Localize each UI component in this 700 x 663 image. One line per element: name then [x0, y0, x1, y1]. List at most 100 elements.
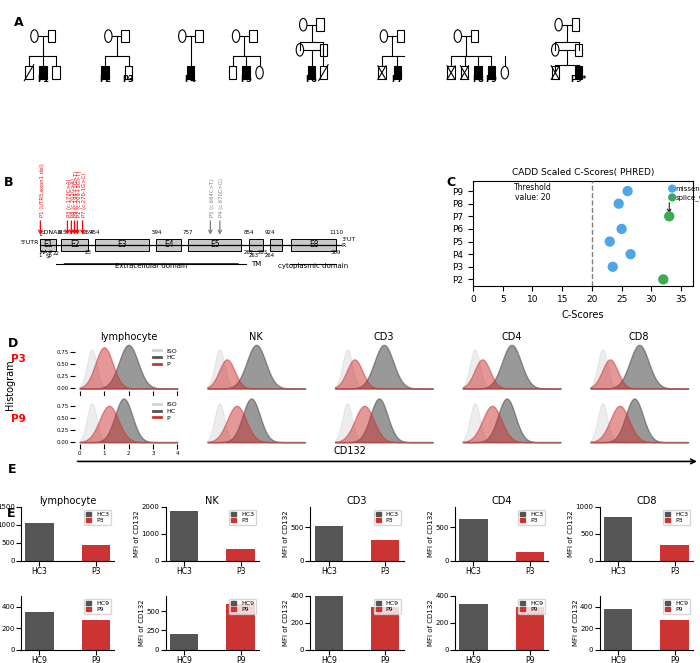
Bar [575, 66, 582, 79]
Legend: HC9, P9: HC9, P9 [374, 599, 400, 614]
Text: P9: P9 [486, 76, 497, 84]
Text: TM: TM [251, 261, 261, 267]
Title: CD8: CD8 [636, 496, 657, 506]
Text: 1: 1 [38, 232, 42, 237]
Bar [471, 30, 478, 42]
Y-axis label: MFI of CD132: MFI of CD132 [284, 511, 289, 557]
Bar [62, 239, 88, 251]
Bar [575, 44, 582, 56]
Bar [661, 619, 689, 650]
Bar [41, 239, 56, 251]
Text: P8: P8 [472, 76, 484, 84]
Bar [82, 619, 110, 650]
Text: 1: 1 [38, 253, 42, 258]
Point [622, 186, 634, 196]
Bar [82, 546, 110, 561]
Y-axis label: MFI of CD132: MFI of CD132 [428, 511, 434, 557]
Text: P3: P3 [11, 353, 26, 363]
Text: E8: E8 [309, 240, 318, 249]
Text: Threshold
value: 20: Threshold value: 20 [514, 183, 552, 202]
Point [666, 192, 678, 203]
Text: E3: E3 [118, 240, 127, 249]
Bar [397, 30, 405, 42]
Bar [122, 30, 129, 42]
Bar [393, 66, 401, 79]
Bar [320, 44, 327, 56]
Bar [320, 66, 327, 79]
Text: P7: P7 [391, 76, 403, 84]
Title: CD3: CD3 [346, 496, 368, 506]
Title: CADD Scaled C-Scores( PHRED): CADD Scaled C-Scores( PHRED) [512, 168, 654, 178]
Text: 369: 369 [330, 251, 341, 255]
Text: C: C [447, 176, 456, 189]
Y-axis label: MFI of CD132: MFI of CD132 [134, 511, 140, 557]
Title: lymphocyte: lymphocyte [39, 496, 97, 506]
Circle shape [31, 30, 38, 42]
Text: P3 (c.172C>A): P3 (c.172C>A) [66, 178, 71, 217]
Legend: HC3, P3: HC3, P3 [84, 510, 111, 525]
Bar [552, 66, 559, 79]
Text: 1110: 1110 [329, 230, 343, 235]
Text: CD132: CD132 [334, 446, 366, 456]
Text: splice_variant: splice_variant [676, 194, 700, 201]
Text: 269: 269 [83, 230, 93, 235]
Point [616, 223, 627, 234]
Bar [314, 582, 343, 650]
Circle shape [501, 66, 508, 79]
Text: A: A [14, 15, 24, 29]
Circle shape [555, 19, 562, 31]
Legend: HC3, P3: HC3, P3 [374, 510, 400, 525]
Bar [249, 30, 256, 42]
Text: 115: 115 [56, 230, 66, 235]
Bar [25, 612, 53, 650]
Point [666, 183, 678, 194]
Bar [25, 66, 33, 79]
Circle shape [178, 30, 186, 42]
Legend: HC3, P3: HC3, P3 [518, 510, 545, 525]
Bar [270, 239, 282, 251]
Text: 22: 22 [52, 251, 60, 256]
Title: NK: NK [206, 496, 219, 506]
Text: 263: 263 [248, 253, 258, 258]
Text: P4: P4 [185, 76, 197, 84]
Text: P1: P1 [37, 76, 49, 84]
Bar [195, 30, 203, 42]
Bar [157, 239, 181, 251]
Bar [291, 239, 336, 251]
Legend: HC9, P9: HC9, P9 [663, 599, 690, 614]
Bar [488, 66, 495, 79]
Text: P7 (c.270-1G>C): P7 (c.270-1G>C) [82, 173, 87, 217]
Text: P5: P5 [240, 76, 252, 84]
Bar [229, 66, 237, 79]
Legend: HC9, P9: HC9, P9 [229, 599, 256, 614]
Text: E2: E2 [70, 240, 79, 249]
Bar [459, 519, 487, 561]
Legend: HC3, P3: HC3, P3 [229, 510, 256, 525]
Text: 3'UT
R: 3'UT R [342, 237, 356, 248]
Y-axis label: MFI of CD132: MFI of CD132 [573, 599, 579, 646]
Y-axis label: MFI of CD132: MFI of CD132 [284, 599, 289, 646]
Text: E5: E5 [210, 240, 219, 249]
Bar [378, 66, 386, 79]
Y-axis label: MFI of CD132: MFI of CD132 [428, 599, 434, 646]
Text: E1: E1 [43, 240, 53, 249]
Bar [371, 540, 400, 561]
Text: P2: P2 [99, 76, 111, 84]
Text: 23: 23 [85, 251, 92, 255]
Bar [604, 516, 632, 561]
Point [613, 198, 624, 209]
Bar [447, 66, 455, 79]
Bar [227, 549, 255, 561]
Circle shape [296, 44, 304, 56]
Text: P1 (UTR5,exon1 del): P1 (UTR5,exon1 del) [40, 163, 45, 217]
Bar [187, 66, 195, 79]
Point [607, 261, 618, 272]
X-axis label: C-Scores: C-Scores [562, 310, 604, 320]
Circle shape [256, 66, 263, 79]
Text: cDNA#: cDNA# [41, 230, 63, 235]
Circle shape [300, 19, 307, 31]
Text: 264: 264 [265, 253, 275, 258]
Point [664, 211, 675, 221]
Y-axis label: MFI of CD132: MFI of CD132 [139, 599, 145, 646]
Text: P5 (c.664C>T): P5 (c.664C>T) [209, 179, 215, 217]
